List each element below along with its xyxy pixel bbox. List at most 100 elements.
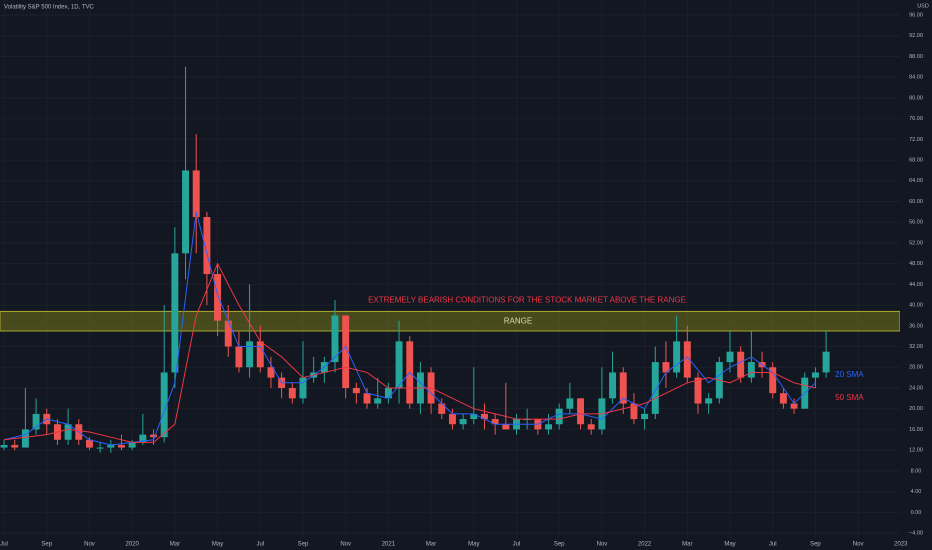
candle-body: [118, 444, 125, 448]
candle-body: [256, 341, 264, 368]
range-zone: [0, 310, 901, 332]
candle-body: [363, 393, 371, 404]
y-tick-label: 92.00: [909, 33, 923, 39]
candle-body: [811, 372, 819, 378]
y-tick-label: 84.00: [909, 75, 923, 81]
x-tick-label: 2022: [638, 542, 652, 548]
legend-label: 50 SMA: [835, 393, 864, 402]
candle-body: [160, 372, 168, 438]
candle-body: [705, 398, 713, 404]
candle-body: [96, 447, 104, 449]
candle-body: [545, 424, 552, 430]
candle-body: [182, 170, 190, 254]
candle-body: [438, 403, 446, 414]
x-tick-label: 2021: [382, 542, 396, 548]
annotation: EXTREMELY BEARISH CONDITIONS FOR THE STO…: [368, 295, 686, 304]
sma-line: [3, 211, 816, 446]
candle-body: [555, 408, 563, 425]
candle-body: [566, 398, 574, 409]
x-tick-label: Sep: [41, 542, 52, 548]
candle-body: [683, 341, 691, 378]
range-label: RANGE: [504, 316, 532, 325]
x-tick-label: Jul: [769, 542, 777, 548]
y-tick-label: 12.00: [909, 448, 923, 454]
x-tick-label: Nov: [340, 542, 351, 548]
y-tick-label: 20.00: [909, 406, 923, 412]
candle-body: [587, 424, 595, 430]
candle-body: [502, 424, 510, 430]
candle-body: [737, 351, 745, 378]
candle-body: [224, 320, 232, 347]
x-tick-label: Nov: [853, 542, 864, 548]
candle-body: [128, 442, 136, 448]
x-tick-label: Mar: [682, 542, 692, 548]
candle-body: [203, 217, 211, 275]
sma-line: [3, 262, 816, 443]
candle-body: [609, 372, 617, 399]
y-tick-label: 16.00: [909, 427, 923, 433]
x-tick-label: 2020: [125, 542, 139, 548]
y-tick-label: 56.00: [909, 220, 923, 226]
x-tick-label: May: [468, 542, 479, 548]
candle-body: [107, 444, 115, 448]
candle-body: [630, 403, 638, 420]
y-tick-label: 96.00: [909, 12, 923, 18]
time-axis: [0, 538, 932, 550]
y-tick-label: 32.00: [909, 344, 923, 350]
candle-body: [374, 398, 382, 404]
candle-body: [448, 413, 456, 425]
y-tick-label: 4.00: [911, 489, 922, 495]
x-tick-label: Jul: [513, 542, 521, 548]
x-tick-label: Nov: [84, 542, 95, 548]
candle-body: [150, 434, 157, 438]
candle-body: [673, 341, 681, 373]
y-tick-label: 64.00: [909, 178, 923, 184]
x-tick-label: Jul: [256, 542, 264, 548]
candle-body: [171, 253, 179, 373]
x-tick-label: Sep: [298, 542, 309, 548]
candle-body: [192, 170, 200, 218]
candle-body: [395, 341, 403, 388]
candle-body: [694, 377, 702, 404]
candle-body: [235, 346, 243, 368]
y-tick-label: 76.00: [909, 116, 923, 122]
candle-body: [470, 413, 478, 420]
candle-body: [299, 377, 307, 399]
x-tick-label: Mar: [170, 542, 180, 548]
y-tick-label: 60.00: [909, 199, 923, 205]
legend-label: 20 SMA: [835, 370, 864, 379]
candle-body: [331, 315, 339, 363]
candle-body: [779, 393, 787, 404]
candle-body: [747, 362, 755, 378]
y-tick-label: 44.00: [909, 282, 923, 288]
candle-body: [85, 439, 93, 448]
x-tick-label: Sep: [810, 542, 821, 548]
x-tick-label: Nov: [597, 542, 608, 548]
y-tick-label: 0.00: [911, 510, 922, 516]
y-tick-label: 48.00: [909, 261, 923, 267]
candle-body: [288, 387, 296, 399]
currency: USD: [917, 3, 929, 9]
candle-body: [0, 444, 8, 448]
candle-body: [577, 398, 585, 425]
y-tick-label: −4.00: [909, 530, 923, 536]
candle-body: [267, 367, 275, 378]
x-tick-label: Mar: [426, 542, 436, 548]
candle-body: [342, 315, 350, 388]
y-tick-label: 52.00: [909, 240, 923, 246]
x-tick-label: Jul: [0, 542, 8, 548]
candle-body: [619, 372, 627, 404]
candle-body: [769, 367, 777, 394]
candle-body: [491, 419, 499, 425]
candle-body: [651, 362, 659, 414]
y-tick-label: 24.00: [909, 385, 923, 391]
candle-body: [480, 413, 488, 420]
x-tick-label: Sep: [554, 542, 565, 548]
candle-body: [11, 444, 19, 448]
candle-body: [21, 429, 29, 448]
y-tick-label: 72.00: [909, 137, 923, 143]
y-tick-label: 88.00: [909, 54, 923, 60]
candle-body: [246, 341, 254, 368]
